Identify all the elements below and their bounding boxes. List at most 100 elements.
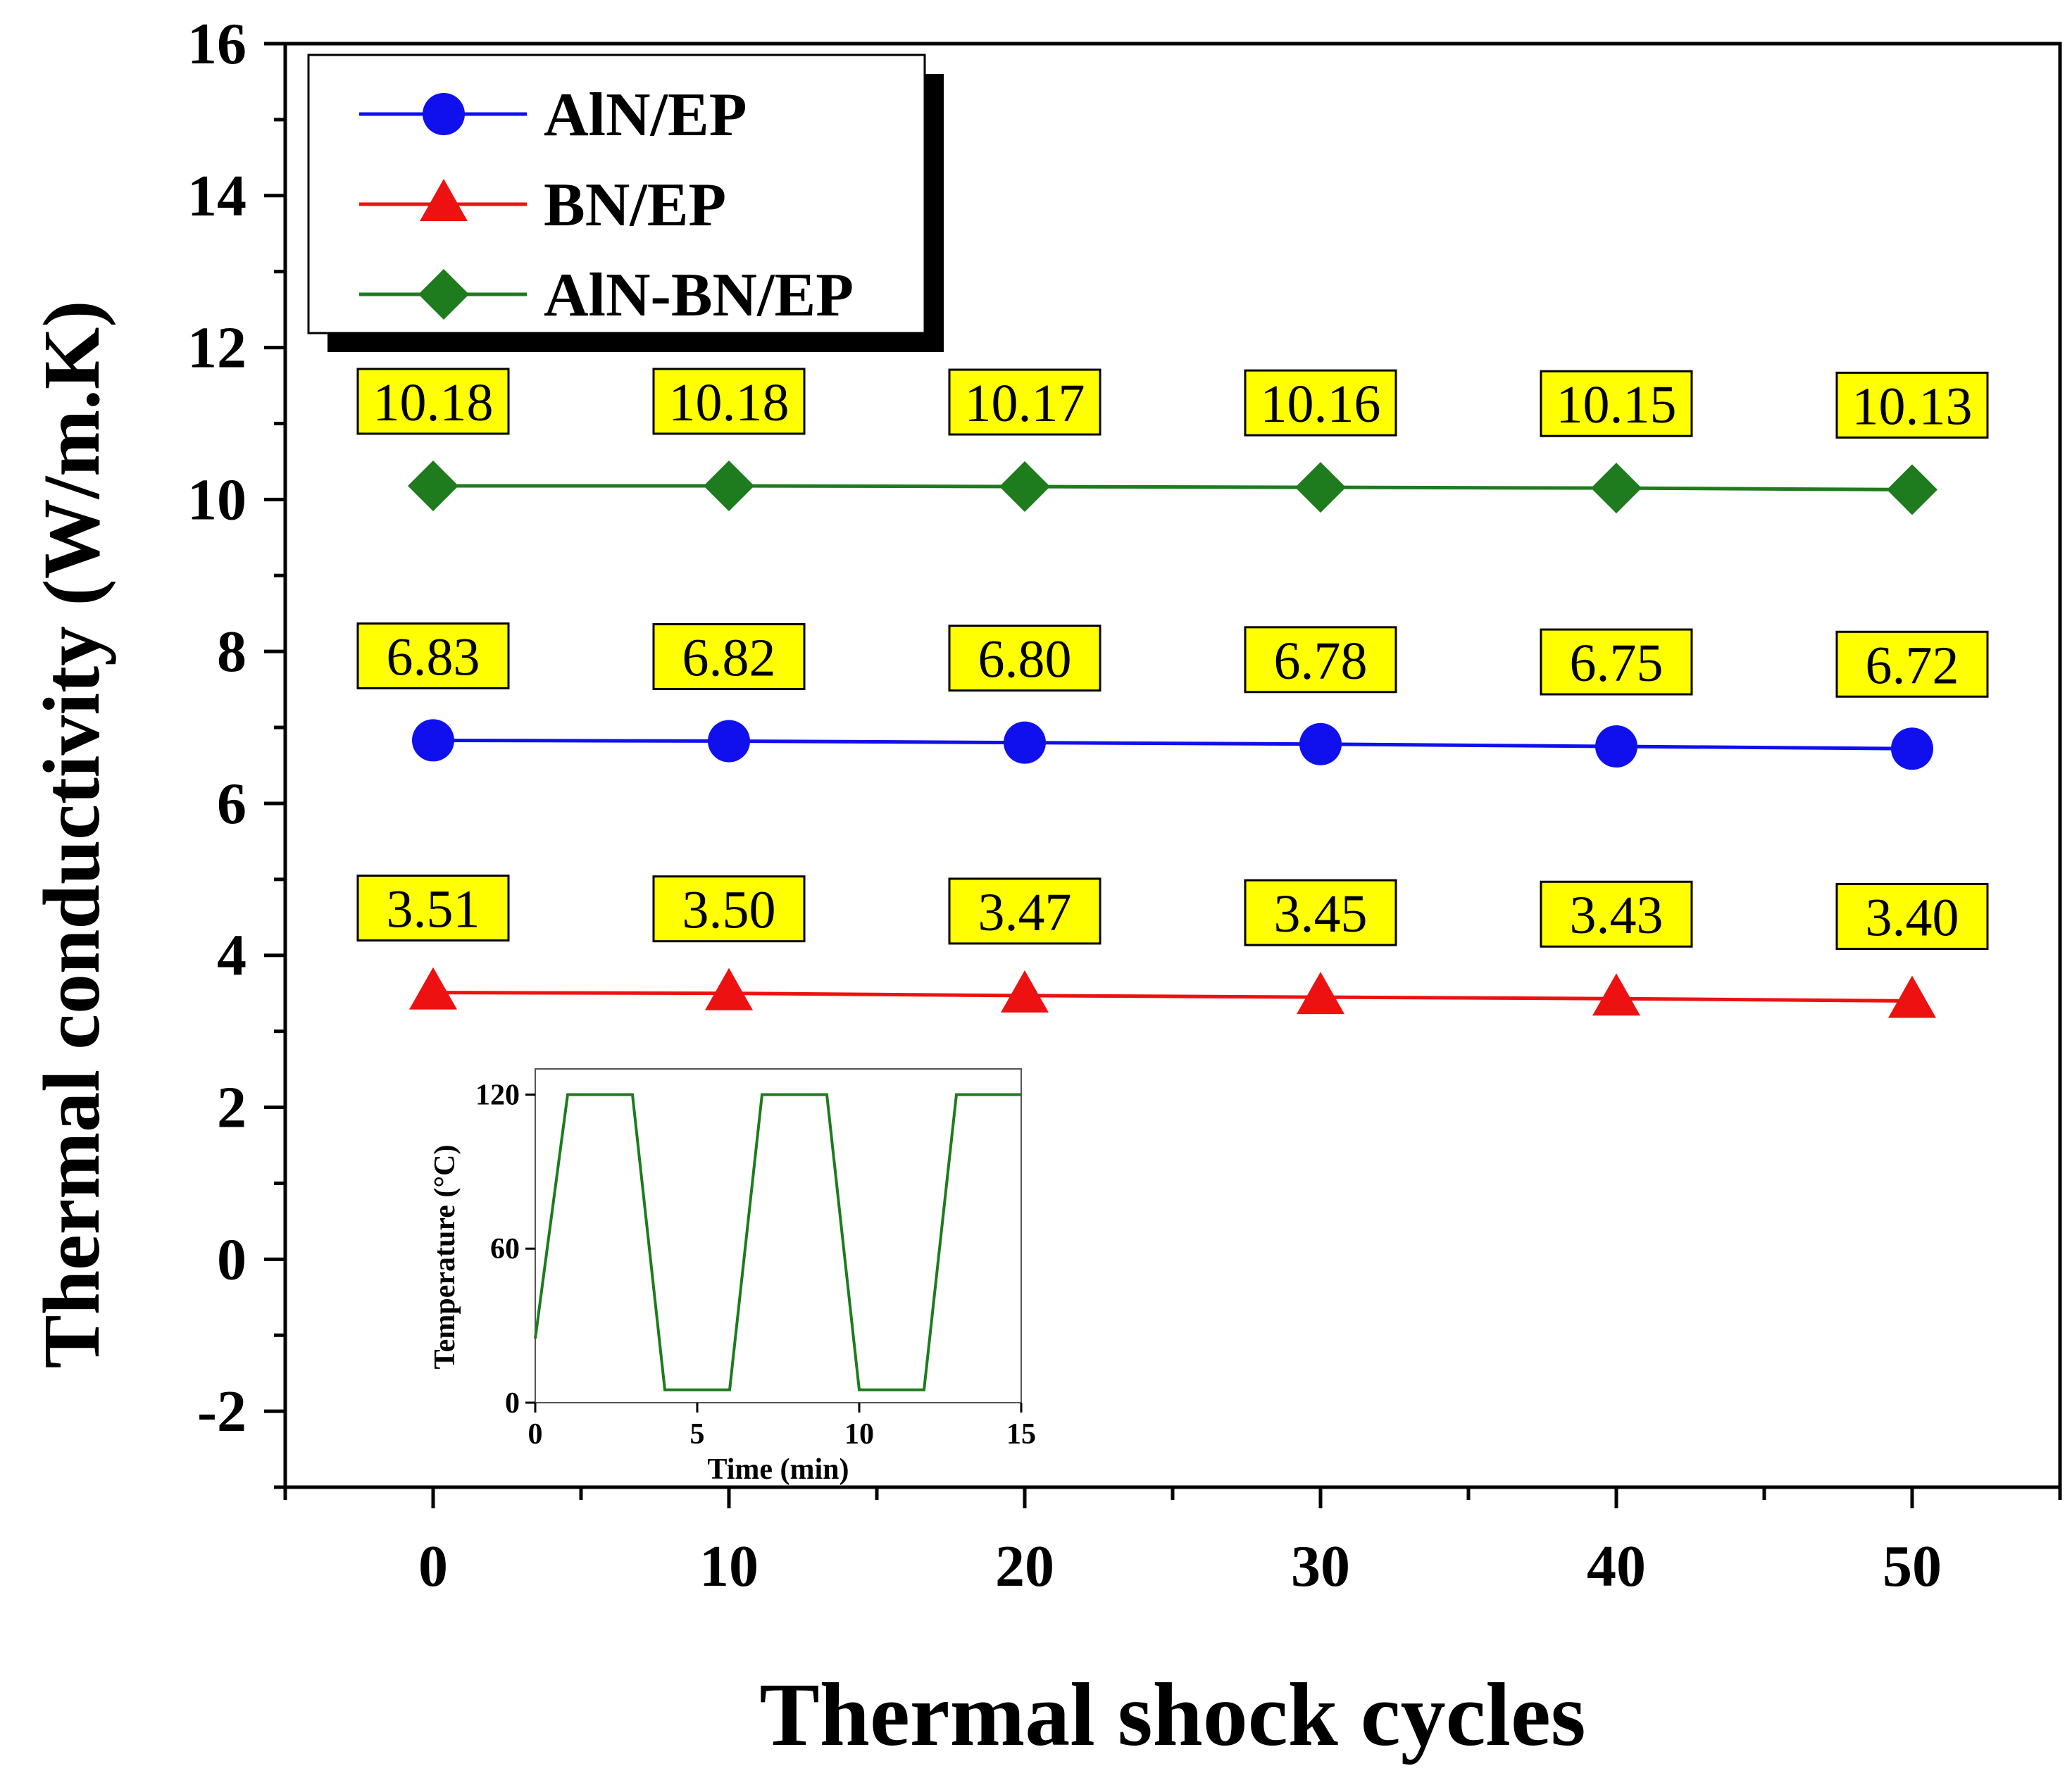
data-label-box bbox=[356, 368, 510, 435]
data-label: 6.72 bbox=[1866, 636, 1959, 695]
inset-x-tick-label: 15 bbox=[1006, 1418, 1036, 1451]
data-label-box bbox=[652, 875, 806, 943]
data-label: 3.47 bbox=[978, 883, 1072, 942]
y-tick-label: 0 bbox=[217, 1227, 246, 1292]
data-point-triangle bbox=[1888, 975, 1936, 1018]
data-point-diamond bbox=[1887, 464, 1937, 515]
data-label: 3.40 bbox=[1866, 888, 1959, 947]
data-label-box bbox=[1540, 628, 1693, 696]
data-label-box bbox=[1835, 371, 1989, 439]
inset-x-tick-label: 5 bbox=[690, 1418, 705, 1451]
series-layer bbox=[408, 460, 1937, 1018]
data-point-triangle bbox=[1592, 973, 1640, 1016]
data-label: 10.18 bbox=[669, 373, 790, 432]
data-label: 3.45 bbox=[1274, 884, 1368, 944]
data-label-box bbox=[652, 622, 806, 690]
data-label-box bbox=[1540, 880, 1693, 948]
data-point-circle bbox=[1004, 721, 1046, 764]
data-point-circle bbox=[1891, 727, 1933, 770]
y-tick-label: 2 bbox=[217, 1075, 246, 1141]
series-aln-bn-ep bbox=[408, 460, 1937, 515]
data-point-circle bbox=[1595, 725, 1637, 768]
data-point-circle bbox=[1299, 722, 1342, 765]
series-bn-ep bbox=[409, 967, 1936, 1018]
data-label: 10.13 bbox=[1852, 377, 1973, 436]
series-line bbox=[432, 738, 1913, 751]
data-label-box bbox=[948, 625, 1101, 692]
x-tick-label: 50 bbox=[1883, 1534, 1942, 1599]
inset-x-tick-label: 10 bbox=[844, 1418, 874, 1451]
x-tick-label: 0 bbox=[418, 1534, 448, 1599]
data-point-diamond bbox=[418, 269, 469, 320]
data-label: 6.83 bbox=[387, 627, 480, 687]
data-label: 10.17 bbox=[965, 374, 1085, 433]
series-line bbox=[433, 484, 1913, 492]
legend: AlN/EP BN/EP AlN-BN/EP bbox=[307, 54, 944, 352]
data-label: 6.75 bbox=[1570, 634, 1664, 693]
data-label: 6.80 bbox=[978, 630, 1072, 689]
data-label: 3.43 bbox=[1570, 886, 1664, 945]
y-tick-label: 10 bbox=[187, 467, 246, 532]
data-label: 10.18 bbox=[373, 373, 494, 432]
data-point-diamond bbox=[999, 461, 1050, 513]
data-point-diamond bbox=[1295, 462, 1346, 513]
legend-label: AlN/EP bbox=[544, 81, 747, 149]
y-tick-label: 14 bbox=[187, 163, 246, 229]
inset-temperature-line bbox=[534, 1093, 1021, 1391]
data-point-circle bbox=[423, 93, 465, 135]
data-label: 10.16 bbox=[1261, 375, 1381, 434]
y-tick-label: 4 bbox=[217, 923, 246, 989]
data-label-box bbox=[1835, 630, 1989, 698]
y-axis: -2 0 2 4 6 8 10 12 14 16 bbox=[187, 11, 285, 1489]
data-point-diamond bbox=[704, 460, 754, 511]
inset-frame bbox=[535, 1068, 1022, 1403]
y-tick-label: -2 bbox=[197, 1379, 246, 1444]
data-label-box bbox=[1244, 879, 1397, 946]
data-label: 6.78 bbox=[1274, 632, 1368, 691]
data-point-triangle bbox=[1297, 972, 1344, 1015]
y-tick-label: 8 bbox=[217, 619, 246, 684]
data-label-box bbox=[1244, 626, 1397, 694]
inset-y-tick-label: 60 bbox=[490, 1233, 520, 1265]
legend-label: AlN-BN/EP bbox=[544, 261, 854, 330]
data-point-diamond bbox=[408, 460, 458, 511]
data-labels: 6.83 6.82 6.80 6.78 6.75 6.72 3.51 3.50 3.47 3.45… bbox=[356, 368, 1989, 950]
inset-y-tick-label: 0 bbox=[505, 1387, 520, 1420]
data-point-triangle bbox=[1001, 970, 1049, 1013]
x-tick-label: 40 bbox=[1587, 1534, 1646, 1599]
data-label-box bbox=[1244, 369, 1397, 437]
data-label-box bbox=[1835, 882, 1989, 950]
data-label-box bbox=[652, 368, 806, 435]
data-label: 3.50 bbox=[682, 881, 776, 940]
inset-x-tick-label: 0 bbox=[528, 1418, 543, 1451]
series-aln-ep bbox=[412, 719, 1933, 770]
data-label-box bbox=[948, 877, 1101, 945]
data-label-box bbox=[1540, 370, 1693, 437]
data-point-triangle bbox=[420, 179, 468, 221]
x-tick-label: 20 bbox=[995, 1534, 1054, 1599]
x-axis-title: Thermal shock cycles bbox=[759, 1665, 1585, 1765]
data-point-triangle bbox=[409, 967, 457, 1010]
inset-x-axis-title: Time (min) bbox=[707, 1453, 849, 1486]
legend-label: BN/EP bbox=[544, 171, 726, 239]
inset-y-tick-label: 120 bbox=[475, 1079, 520, 1111]
data-label-box bbox=[356, 622, 510, 689]
y-tick-label: 16 bbox=[187, 11, 246, 77]
y-tick-label: 6 bbox=[217, 771, 246, 837]
data-point-circle bbox=[412, 719, 454, 762]
x-axis: 0 10 20 30 40 50 bbox=[283, 1487, 2062, 1599]
x-tick-label: 10 bbox=[699, 1534, 759, 1599]
data-label-box bbox=[356, 875, 510, 942]
y-axis-title: Thermal conductivity (W/m.K) bbox=[27, 301, 116, 1369]
data-label: 6.82 bbox=[682, 628, 776, 687]
data-label-box bbox=[948, 368, 1101, 436]
data-point-circle bbox=[708, 720, 750, 763]
inset-y-axis-title: Temperature (°C) bbox=[429, 1145, 461, 1370]
inset-chart: 0 60 120 0 5 10 15 Time (min) Temperature (°C) bbox=[429, 1068, 1036, 1486]
series-line bbox=[432, 991, 1913, 1003]
data-point-triangle bbox=[705, 968, 753, 1010]
data-point-diamond bbox=[1591, 463, 1642, 514]
x-tick-label: 30 bbox=[1291, 1534, 1350, 1599]
